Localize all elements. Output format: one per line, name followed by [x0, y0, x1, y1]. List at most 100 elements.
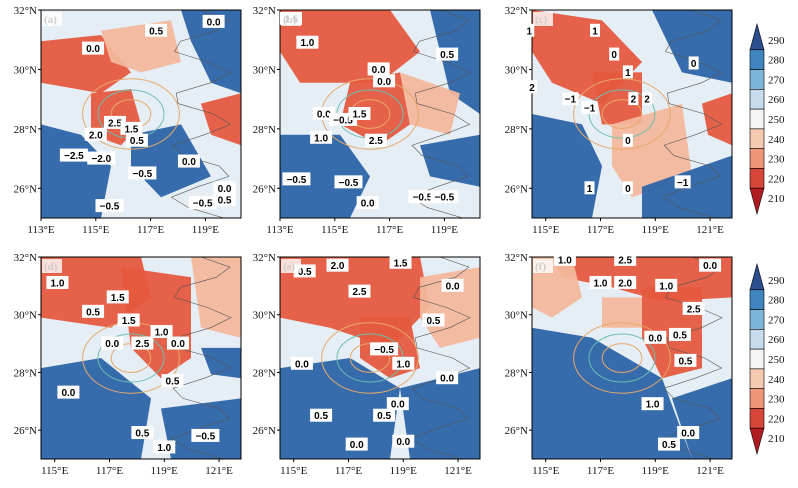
- y-tick-label: 32°N: [253, 252, 276, 264]
- colorbar-segment: [749, 427, 765, 456]
- contour-label-bg: [282, 172, 311, 186]
- contour-label: 1: [587, 184, 593, 195]
- y-tick-label: 32°N: [14, 5, 37, 17]
- contour-label-bg: [345, 437, 368, 451]
- colorbar-tick: 230: [768, 394, 785, 406]
- contour-label-bg: [674, 175, 691, 189]
- contour-label-bg: [628, 92, 639, 106]
- contour-label-bg: [622, 181, 633, 195]
- contour-label-bg: [150, 325, 173, 339]
- contour-label: 2.5: [135, 339, 149, 350]
- contour-label-bg: [609, 47, 620, 61]
- contour-label-bg: [527, 80, 537, 94]
- y-tick-label: 32°N: [253, 5, 276, 17]
- brightness-temp-region: [602, 297, 642, 328]
- contour-label: 2.0: [618, 278, 632, 289]
- colorbar-segment: [749, 89, 765, 110]
- colorbar-segment: [749, 289, 765, 310]
- contour-label: −0.5: [374, 345, 394, 356]
- contour-line: [573, 322, 671, 394]
- brightness-temp-region: [430, 10, 480, 114]
- y-tick-label: 32°N: [505, 252, 528, 264]
- y-tick-label: 28°N: [253, 367, 276, 379]
- contour-line: [573, 78, 671, 150]
- x-tick-label: 119°E: [192, 224, 219, 236]
- contour-label-bg: [674, 353, 697, 367]
- contour-label: 0.5: [218, 196, 232, 207]
- brightness-temp-region: [181, 10, 241, 94]
- contour-label-bg: [106, 290, 129, 304]
- contour-label: 2: [529, 83, 535, 94]
- contour-label-bg: [57, 385, 80, 399]
- y-tick-label: 30°N: [505, 310, 528, 322]
- colorbar-tick: 260: [768, 94, 785, 106]
- x-tick-label: 117°E: [587, 224, 614, 236]
- contour-label-bg: [153, 440, 176, 454]
- contour-label-bg: [120, 121, 143, 135]
- x-tick-label: 117°E: [335, 465, 362, 477]
- contour-label: −0.5: [413, 193, 433, 204]
- contour-label: 0.0: [171, 339, 185, 350]
- contour-label-bg: [101, 336, 124, 350]
- contour-label-bg: [436, 371, 459, 385]
- contour-label-bg: [699, 258, 722, 272]
- contour-label-bg: [46, 275, 69, 289]
- brightness-temp-region: [400, 368, 480, 459]
- x-tick-label: 121°E: [205, 465, 233, 477]
- x-tick-label: 117°E: [587, 465, 614, 477]
- colorbar-segment: [749, 69, 765, 90]
- contour-label: 1.0: [300, 38, 314, 49]
- colorbar-segment: [749, 368, 765, 389]
- contour-label: 0.0: [317, 110, 331, 121]
- x-tick-label: 119°E: [431, 224, 458, 236]
- panel-c: 110012−1−122010−1(c)115°E117°E119°E121°E…: [505, 5, 733, 236]
- contour-label-bg: [161, 374, 184, 388]
- contour-label: 1.5: [111, 293, 125, 304]
- contour-label: 0.0: [218, 184, 232, 195]
- contour-label: 1: [592, 26, 598, 37]
- colorbar-tick: 280: [768, 295, 785, 307]
- contour-label: −0.5: [333, 115, 353, 126]
- panel-a: 0.00.50.02.51.52.00.5−2.5 −2.0 0.0−0.50.00…: [14, 5, 242, 236]
- contour-label-bg: [590, 23, 601, 37]
- brightness-temp-region: [592, 72, 642, 125]
- contour-label-bg: [655, 278, 678, 292]
- panel-frame: [531, 9, 733, 219]
- contour-label-bg: [370, 342, 399, 356]
- contour-label: −0.5: [339, 178, 359, 189]
- brightness-temp-region: [652, 10, 732, 83]
- contour-label-bg: [657, 437, 680, 451]
- contour-label: 2.0: [331, 261, 345, 272]
- panel-b: 1.51.00.50.00.00.0−0.51.51.02.5−0.5−0.50…: [253, 5, 481, 236]
- contour-label: 0.5: [678, 356, 692, 367]
- y-tick-label: 28°N: [505, 124, 528, 136]
- contour-label-bg: [386, 397, 409, 411]
- brightness-temp-region: [532, 327, 692, 459]
- contour-label-bg: [213, 193, 236, 207]
- panel-f: 1.02.50.01.02.01.02.50.00.50.51.00.00.5(…: [505, 252, 733, 477]
- colorbar-tick: 210: [768, 433, 785, 445]
- x-tick-label: 119°E: [151, 465, 178, 477]
- contour-label-bg: [296, 35, 319, 49]
- brightness-temp-region: [340, 72, 410, 146]
- contour-label-bg: [441, 278, 464, 292]
- contour-label-bg: [422, 313, 445, 327]
- contour-label-bg: [356, 196, 379, 210]
- contour-label-bg: [584, 181, 595, 195]
- coastline: [170, 10, 232, 218]
- contour-label-bg: [562, 92, 579, 106]
- colorbar-segment: [749, 168, 765, 189]
- contour-label: 0.0: [207, 17, 221, 28]
- x-tick-label: 113°E: [266, 224, 293, 236]
- colorbar-tick: 250: [768, 354, 785, 366]
- y-tick-label: 30°N: [253, 310, 276, 322]
- contour-label: 0.5: [166, 377, 180, 388]
- colorbar-tick: 220: [768, 173, 785, 185]
- contour-label: 0.0: [350, 440, 364, 451]
- contour-line: [601, 99, 643, 129]
- contour-label-bg: [614, 275, 637, 289]
- colorbar: 290 280 270 260 250 240 230 220 210: [749, 22, 785, 216]
- x-tick-label: 119°E: [642, 224, 669, 236]
- contour-label: 0.0: [446, 281, 460, 292]
